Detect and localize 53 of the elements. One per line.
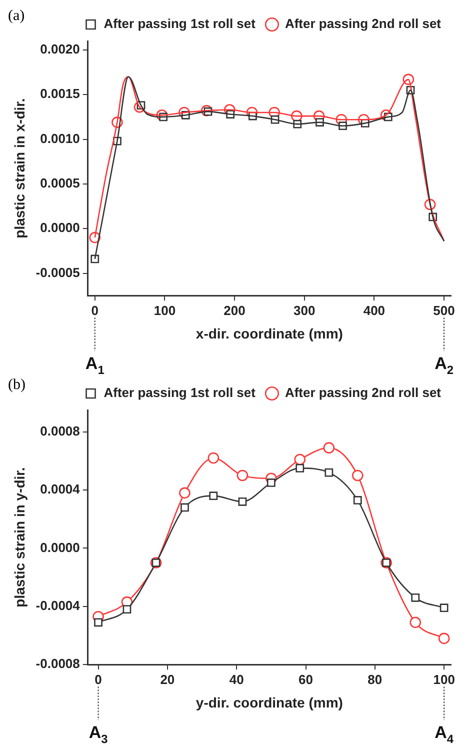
y-tick-label: 0.0010: [40, 130, 80, 146]
x-tick-label: 100: [433, 672, 455, 687]
x-tick-label: 80: [368, 672, 382, 687]
y-tick-label: 0.0020: [40, 42, 80, 57]
y-tick-label: 0.0000: [40, 540, 80, 555]
point: [440, 604, 448, 612]
x-tick-label: 60: [298, 672, 313, 687]
legend-label: After passing 1st roll set: [104, 385, 256, 400]
y-tick-label: 0.0004: [40, 482, 81, 497]
y-axis-title: plastic strain in y-dir.: [11, 467, 28, 608]
y-axis-title: plastic strain in x-dir.: [11, 98, 28, 238]
point: [353, 496, 362, 504]
chart-title: (b): [8, 377, 26, 394]
x-tick-label: 400: [363, 302, 386, 318]
x-tick-label: 40: [229, 672, 244, 687]
x-tick-label: 500: [433, 302, 455, 318]
y-tick-label: 0.0008: [40, 423, 80, 438]
x-tick-label: 300: [294, 302, 316, 318]
point: [294, 454, 306, 466]
x-axis-title: x-dir. coordinate (mm): [196, 325, 343, 342]
x-tick-label: 200: [224, 302, 246, 318]
point: [438, 632, 450, 644]
point: [411, 593, 420, 602]
x-axis-title: y-dir. coordinate (mm): [196, 694, 343, 710]
y-tick-label: -0.0008: [36, 656, 80, 672]
point: [352, 470, 364, 482]
x-tick-label: 0: [94, 672, 102, 687]
point: [90, 254, 100, 264]
legend-label: After passing 2nd roll set: [284, 16, 442, 32]
legend-label: After passing 1st roll set: [104, 16, 256, 32]
point: [180, 503, 189, 512]
legend-label: After passing 2nd roll set: [284, 385, 442, 400]
point: [323, 442, 335, 454]
y-tick-label: -0.0004: [36, 598, 81, 613]
point: [324, 468, 334, 477]
x-tick-label: 100: [154, 302, 176, 318]
y-tick-label: 0.0015: [40, 86, 80, 102]
y-tick-label: 0.0000: [40, 220, 80, 236]
point: [266, 478, 276, 487]
point: [238, 497, 247, 506]
x-tick-label: 0: [91, 302, 98, 318]
point: [122, 605, 132, 614]
chart-title: (a): [8, 8, 25, 25]
point: [209, 492, 218, 500]
point: [236, 470, 248, 482]
point: [179, 487, 190, 499]
y-tick-label: 0.0005: [40, 176, 80, 191]
point: [296, 464, 304, 472]
point: [94, 618, 102, 627]
point: [410, 616, 422, 628]
x-tick-label: 20: [160, 672, 175, 687]
point: [208, 452, 220, 464]
y-tick-label: -0.0005: [36, 264, 80, 280]
